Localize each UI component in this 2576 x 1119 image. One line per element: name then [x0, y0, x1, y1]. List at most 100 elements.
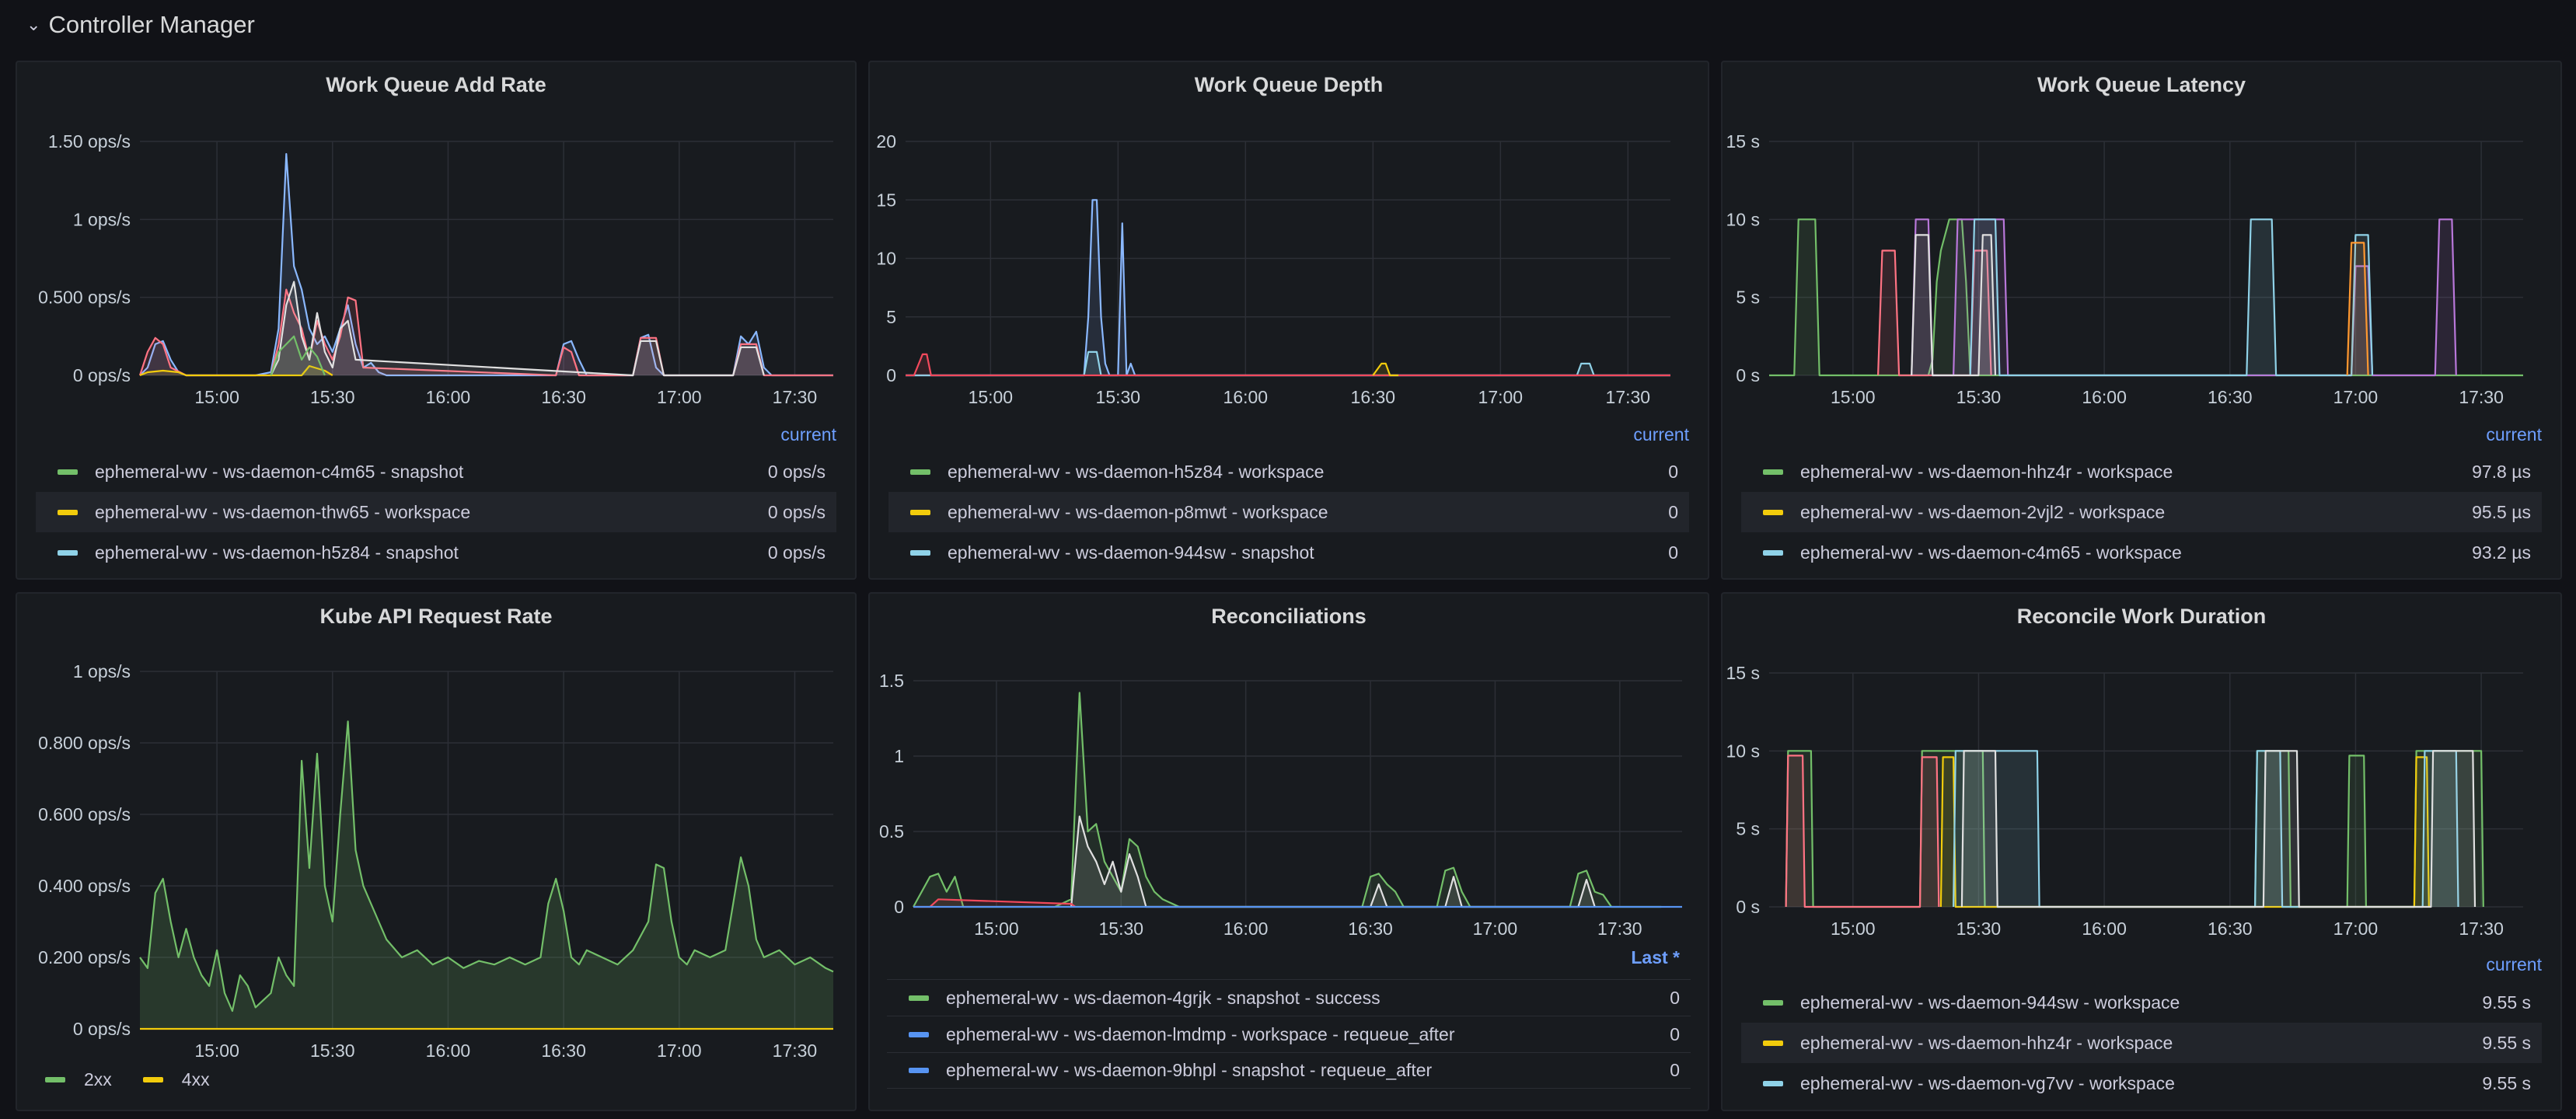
series-name: 4xx [181, 1069, 210, 1089]
series-area [1911, 219, 2456, 375]
y-tick-label: 15 [876, 190, 896, 210]
series-area [913, 899, 1076, 907]
chart-work-queue-add-rate: 0 ops/s 0.500 ops/s 1 ops/s 1.50 ops/s 15:00… [38, 131, 833, 407]
y-tick-label: 1.50 ops/s [48, 131, 131, 152]
series-line [1960, 750, 2477, 908]
series-line [906, 353, 1670, 377]
series-color-swatch [910, 549, 930, 556]
legend-item[interactable]: 4xx [142, 1069, 210, 1090]
legend-item[interactable]: ephemeral-wv - ws-daemon-hhz4r - workspa… [1741, 451, 2542, 492]
series-value: 0 [1668, 542, 1678, 563]
y-tick-label: 10 [876, 249, 896, 269]
series-color-swatch [45, 1077, 65, 1082]
x-tick-label: 15:00 [194, 1041, 239, 1060]
series-area [906, 200, 1670, 375]
legend-item[interactable]: 2xx [45, 1069, 112, 1090]
x-tick-label: 16:00 [426, 387, 471, 407]
series-color-swatch [1763, 469, 1783, 475]
panel-reconcile-work-duration[interactable]: Reconcile Work Duration 0 s 5 s 10 s 15 s 15… [1721, 592, 2562, 1111]
series-value: 9.55 s [2482, 1072, 2531, 1093]
series-color-swatch [910, 509, 930, 515]
y-tick-label: 0 s [1736, 365, 1760, 385]
y-tick-label: 0 s [1736, 897, 1760, 917]
x-tick-label: 15:00 [974, 919, 1019, 939]
legend-header-current[interactable]: current [2486, 954, 2542, 974]
legend-item[interactable]: ephemeral-wv - ws-daemon-4grjk - snapsho… [887, 979, 1691, 1016]
legend-item[interactable]: ephemeral-wv - ws-daemon-944sw - snapsho… [888, 532, 1689, 573]
x-tick-label: 15:30 [1956, 387, 2002, 407]
series-area [1373, 363, 1399, 375]
x-tick-label: 16:30 [2208, 387, 2253, 407]
series-color-swatch [142, 1077, 163, 1082]
legend-item[interactable]: ephemeral-wv - ws-daemon-2vjl2 - workspa… [1741, 492, 2542, 532]
series-name: ephemeral-wv - ws-daemon-lmdmp - workspa… [946, 1023, 1455, 1044]
x-tick-label: 16:00 [1223, 919, 1269, 939]
legend-item[interactable]: ephemeral-wv - ws-daemon-c4m65 - snapsho… [36, 451, 836, 492]
legend-item[interactable]: ephemeral-wv - ws-daemon-lmdmp - workspa… [887, 1016, 1691, 1052]
legend-item[interactable]: ephemeral-wv - ws-daemon-thw65 - workspa… [36, 492, 836, 532]
series-name: ephemeral-wv - ws-daemon-9bhpl - snapsho… [946, 1060, 1433, 1080]
series-name: ephemeral-wv - ws-daemon-thw65 - workspa… [95, 501, 471, 522]
x-tick-label: 15:00 [969, 387, 1014, 407]
legend-item[interactable]: ephemeral-wv - ws-daemon-vg7vv - workspa… [1741, 1063, 2542, 1103]
legend-item[interactable]: ephemeral-wv - ws-daemon-h5z84 - workspa… [888, 451, 1689, 492]
series-line [270, 281, 765, 377]
series-color-swatch [1763, 549, 1783, 556]
series-color-swatch [58, 549, 78, 556]
x-tick-label: 17:00 [1478, 387, 1524, 407]
y-tick-label: 10 s [1726, 209, 1760, 229]
series-area [2347, 242, 2368, 375]
legend-header-last[interactable]: Last * [1631, 947, 1680, 967]
chart-reconcile-work-duration: 0 s 5 s 10 s 15 s 15:00 15:30 16:00 16:30 17:00 1… [1726, 663, 2523, 939]
series-value: 0 ops/s [767, 542, 826, 563]
legend-header-current[interactable]: current [2486, 424, 2542, 444]
series-area [1878, 250, 1991, 375]
series-color-swatch [909, 995, 929, 1001]
legend-item[interactable]: ephemeral-wv - ws-daemon-hhz4r - workspa… [1741, 1023, 2542, 1063]
y-tick-label: 0.400 ops/s [38, 876, 131, 896]
x-tick-label: 16:30 [541, 387, 586, 407]
x-tick-label: 15:00 [1831, 387, 1876, 407]
legend-item[interactable]: ephemeral-wv - ws-daemon-c4m65 - workspa… [1741, 532, 2542, 573]
x-tick-label: 17:00 [2333, 919, 2379, 939]
series-value: 0 [1668, 461, 1678, 482]
series-name: ephemeral-wv - ws-daemon-2vjl2 - workspa… [1800, 501, 2166, 522]
y-tick-label: 0.500 ops/s [38, 288, 131, 308]
x-tick-label: 16:30 [541, 1041, 586, 1060]
x-tick-label: 17:30 [2459, 387, 2504, 407]
panel-title: Work Queue Latency [2037, 73, 2246, 96]
legend-item[interactable]: ephemeral-wv - ws-daemon-944sw - workspa… [1741, 982, 2542, 1023]
panel-reconciliations[interactable]: Reconciliations 0 0.5 1 1.5 15:00 15:30 16:00 1… [868, 592, 1709, 1111]
series-color-swatch [909, 1068, 929, 1073]
series-value: 95.5 µs [2472, 501, 2531, 522]
row-collapse-toggle[interactable]: ⌄ Controller Manager [26, 6, 255, 44]
x-tick-label: 17:00 [657, 1041, 702, 1060]
series-name: ephemeral-wv - ws-daemon-4grjk - snapsho… [946, 987, 1380, 1008]
series-value: 97.8 µs [2472, 461, 2531, 482]
series-area [906, 351, 1670, 375]
series-area [906, 354, 1670, 375]
series-value: 0 [1670, 1023, 1680, 1044]
legend-item[interactable]: ephemeral-wv - ws-daemon-h5z84 - snapsho… [36, 532, 836, 573]
panel-title: Kube API Request Rate [319, 605, 553, 628]
legend-header-current[interactable]: current [780, 424, 836, 444]
series-area [271, 336, 325, 375]
panel-work-queue-add-rate[interactable]: Work Queue Add Rate 0 ops/s 0.500 ops/s 1 … [16, 61, 857, 580]
series-name: ephemeral-wv - ws-daemon-944sw - workspa… [1800, 992, 2180, 1013]
series-color-swatch [909, 1031, 929, 1037]
y-tick-label: 0 [886, 365, 896, 385]
panel-work-queue-depth[interactable]: Work Queue Depth 0 5 10 15 20 15:00 15:30 16:00… [868, 61, 1709, 580]
x-tick-label: 16:00 [1223, 387, 1269, 407]
series-area [1970, 219, 2372, 375]
legend-item[interactable]: ephemeral-wv - ws-daemon-p8mwt - workspa… [888, 492, 1689, 532]
series-name: ephemeral-wv - ws-daemon-h5z84 - workspa… [948, 461, 1325, 482]
series-name: ephemeral-wv - ws-daemon-c4m65 - workspa… [1800, 542, 2182, 563]
series-name: ephemeral-wv - ws-daemon-h5z84 - snapsho… [95, 542, 459, 563]
series-color-swatch [58, 469, 78, 475]
series-line [906, 199, 1670, 377]
legend-header-current[interactable]: current [1633, 424, 1689, 444]
panel-kube-api-request-rate[interactable]: Kube API Request Rate 0 ops/s 0.200 ops/s… [16, 592, 857, 1111]
legend-item[interactable]: ephemeral-wv - ws-daemon-9bhpl - snapsho… [887, 1052, 1691, 1089]
panel-work-queue-latency[interactable]: Work Queue Latency 0 s 5 s 10 s 15 s 15:00 15… [1721, 61, 2562, 580]
series-line [139, 720, 834, 1013]
